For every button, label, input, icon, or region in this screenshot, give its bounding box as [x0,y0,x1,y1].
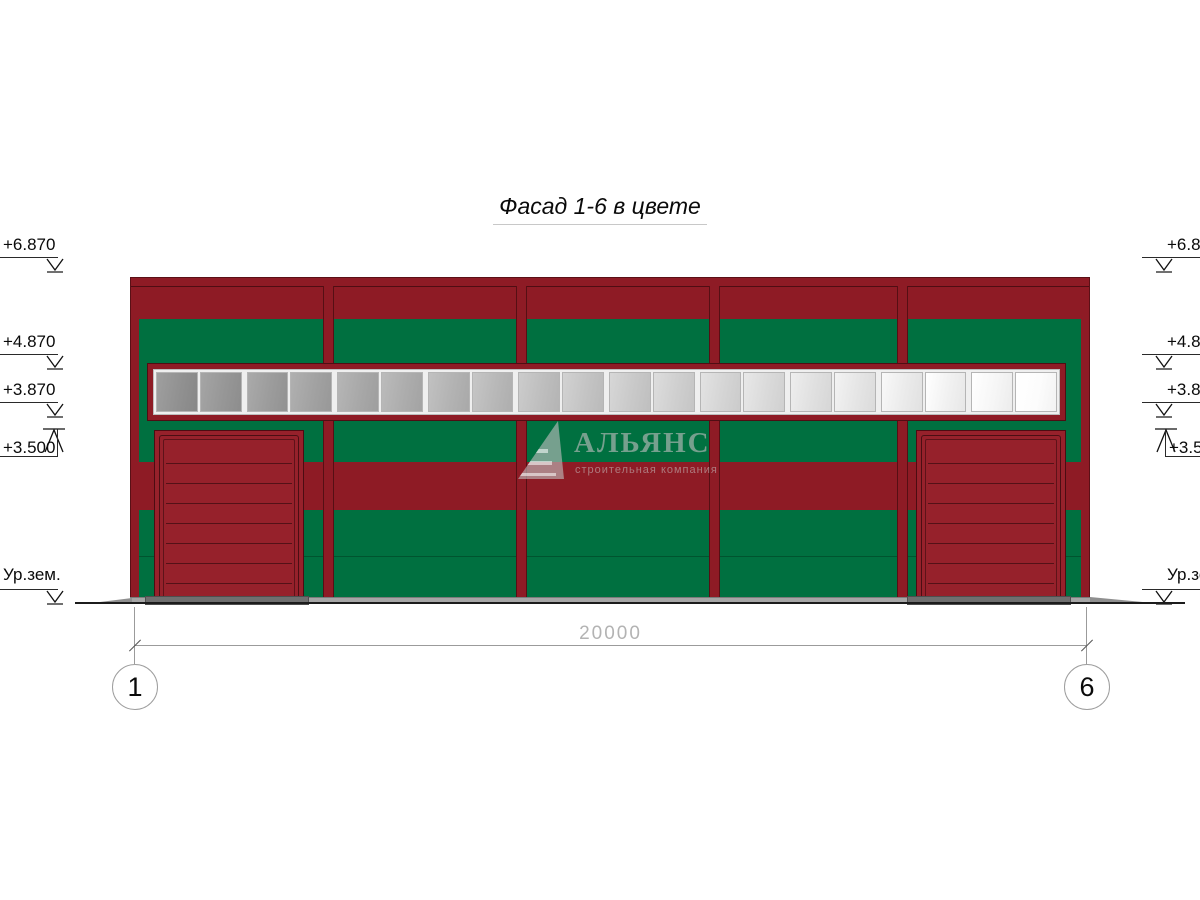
pilaster-1 [323,286,334,598]
elevation-arrow-down-icon [1155,403,1173,418]
dimension-line [134,645,1087,646]
dimension-extension-line-right [1086,607,1087,664]
leader-line [0,257,58,258]
window-pane [790,372,832,412]
door-casing [925,439,1057,599]
leader-line [0,402,58,403]
leader-line [1142,589,1200,590]
leader-line [1142,354,1200,355]
leader-line [0,354,58,355]
axis-bubble-right: 6 [1064,664,1110,710]
garage-door-right [916,430,1066,600]
elevation-arrow-up-icon [1155,428,1177,453]
window-pane [199,372,242,412]
window-pane [290,372,333,412]
dimension-extension-line-left [134,607,135,664]
level-label: +4.870 [1167,332,1200,351]
ribbon-window [147,363,1066,421]
window-pane [924,372,967,412]
level-label: Ур.зем. [1167,565,1200,584]
window-pane [337,372,379,412]
building-facade [130,277,1090,603]
elevation-arrow-down-icon [1155,355,1173,370]
pilaster-2 [516,286,527,598]
window-pane-row [156,372,1057,412]
page-title: Фасад 1-6 в цвете [0,193,1200,225]
elevation-arrow-down-icon [46,258,64,273]
elevation-arrow-down-icon [1155,258,1173,273]
window-pane [608,372,651,412]
window-pane [652,372,695,412]
elevation-arrow-up-icon [43,428,65,453]
pilaster-4 [897,286,908,598]
axis-bubble-left: 1 [112,664,158,710]
elevation-arrow-down-icon [46,355,64,370]
leader-line [0,589,58,590]
elevation-arrow-down-icon [46,403,64,418]
leader-line [57,429,58,457]
window-pane [518,372,561,412]
axis-label: 6 [1079,671,1095,702]
window-pane [699,372,742,412]
apron-left [92,598,132,603]
elevation-arrow-down-icon [46,590,64,605]
level-label: +3.870 [1167,380,1200,399]
apron-right [1090,597,1153,603]
window-pane [380,372,423,412]
door-casing [163,439,295,599]
door-casing [159,435,299,599]
window-pane [1015,372,1057,412]
level-label: +3.870 [3,380,56,399]
level-label: +4.870 [3,332,56,351]
window-pane [743,372,786,412]
window-pane [562,372,604,412]
page-title-text: Фасад 1-6 в цвете [493,193,707,225]
level-label: Ур.зем. [3,565,61,584]
door-threshold-left [145,596,309,605]
ground-line [75,602,1185,604]
window-pane [971,372,1014,412]
door-threshold-right [907,596,1071,605]
garage-door-left [154,430,304,600]
leader-line [1142,402,1200,403]
axis-label: 1 [127,671,143,702]
level-label: +6.870 [3,235,56,254]
door-panels [166,444,292,597]
door-panels [928,444,1054,597]
door-casing [921,435,1061,599]
parapet-cap-line [131,286,1089,287]
window-pane [880,372,923,412]
level-label: +3.500 [3,438,56,457]
window-pane [246,372,289,412]
window-frame [153,369,1060,415]
pilaster-3 [709,286,720,598]
level-label: +6.870 [1167,235,1200,254]
window-pane [833,372,876,412]
window-pane [156,372,198,412]
leader-line [1165,429,1166,457]
level-label: +3.500 [1169,438,1200,457]
leader-line [0,456,58,457]
leader-line [1165,456,1200,457]
leader-line [1142,257,1200,258]
facade-band-red-top [139,278,1081,319]
window-pane [471,372,514,412]
dimension-label: 20000 [579,623,642,644]
window-pane [427,372,470,412]
plinth-strip [130,597,1090,603]
